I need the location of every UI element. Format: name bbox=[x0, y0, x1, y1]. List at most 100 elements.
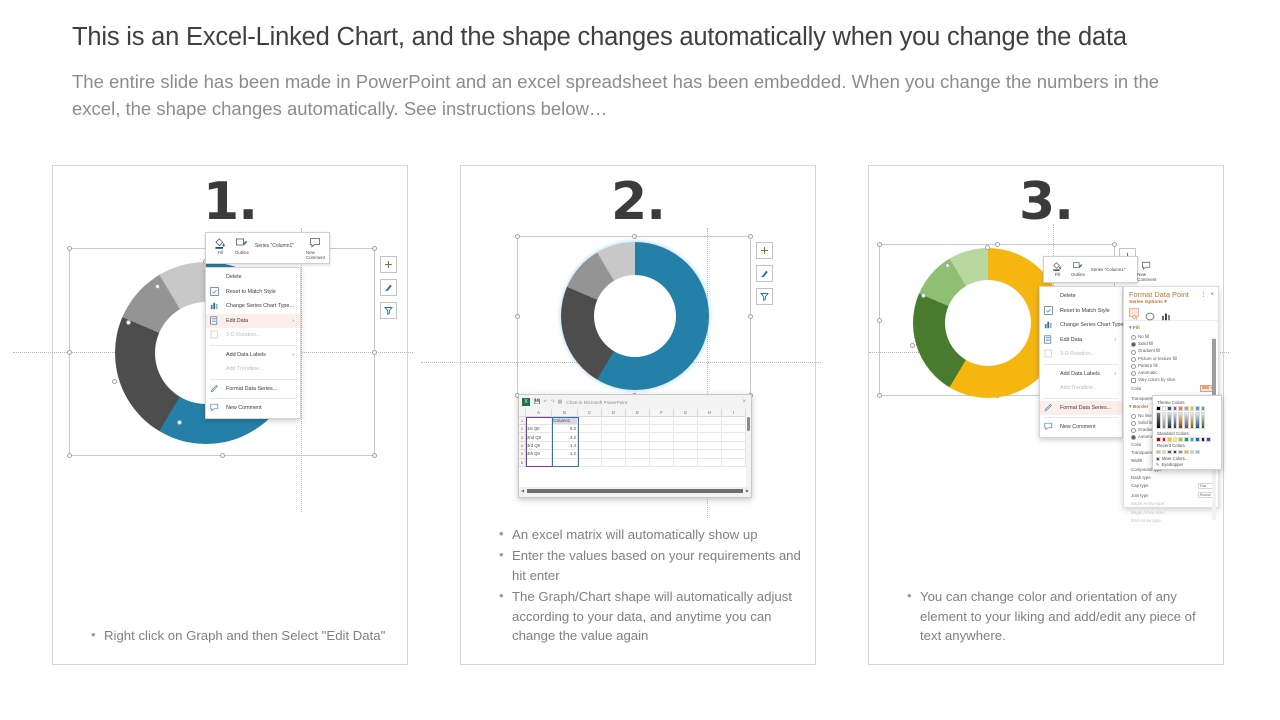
resize-handle-n[interactable] bbox=[995, 242, 1000, 247]
new-comment-tool[interactable]: New Comment bbox=[1133, 260, 1160, 283]
context-menu-3[interactable]: Delete Reset to Match Style Change Serie… bbox=[1039, 286, 1128, 438]
resize-handle-nw[interactable] bbox=[67, 246, 72, 251]
color-swatch[interactable] bbox=[1167, 406, 1172, 411]
datapoint-handle[interactable] bbox=[921, 293, 926, 298]
table-row[interactable]: 5 4th Qtr 1.2 bbox=[519, 450, 751, 459]
color-swatch[interactable] bbox=[1200, 406, 1206, 411]
scrollbar-thumb[interactable] bbox=[747, 417, 750, 431]
color-swatch[interactable] bbox=[1167, 437, 1172, 442]
menu-item-reset-to-match-style[interactable]: Reset to Match Style bbox=[1040, 304, 1122, 319]
scroll-right-icon[interactable]: ▶ bbox=[745, 488, 749, 493]
color-swatch[interactable] bbox=[1195, 437, 1200, 442]
resize-handle-sw[interactable] bbox=[877, 393, 882, 398]
option-solid-line[interactable]: Solid line bbox=[1129, 419, 1214, 427]
col-header-i[interactable]: I bbox=[722, 409, 746, 417]
option-pattern-fill[interactable]: Pattern fill bbox=[1129, 362, 1214, 370]
format-data-point-pane[interactable]: Format Data Point ⋮ × Series Options ▾ bbox=[1123, 286, 1222, 523]
menu-item-reset-to-match-style[interactable]: Reset to Match Style bbox=[206, 285, 300, 300]
option-gradient-line[interactable]: Gradient line bbox=[1129, 426, 1214, 434]
color-swatch[interactable] bbox=[1178, 406, 1183, 411]
chart-elements-button[interactable] bbox=[756, 242, 773, 259]
datapoint-handle[interactable] bbox=[177, 420, 182, 425]
col-header-e[interactable]: E bbox=[626, 409, 650, 417]
row-header[interactable]: 6 bbox=[519, 458, 526, 467]
table-row[interactable]: 3 2nd Qtr 3.2 bbox=[519, 433, 751, 442]
table-row[interactable]: 2 1st Qtr 8.2 bbox=[519, 424, 751, 434]
scrollbar-thumb[interactable] bbox=[1212, 339, 1216, 411]
color-swatch[interactable] bbox=[1156, 437, 1161, 442]
color-swatch[interactable] bbox=[1167, 412, 1172, 430]
border-width-field[interactable]: Width bbox=[1129, 457, 1214, 465]
color-swatch[interactable] bbox=[1172, 449, 1178, 455]
color-swatch[interactable] bbox=[1178, 437, 1183, 442]
color-swatch[interactable] bbox=[1195, 449, 1200, 455]
option-no-line[interactable]: No line bbox=[1129, 412, 1214, 420]
border-color-field[interactable]: Color bbox=[1129, 440, 1214, 448]
table-row[interactable]: 6 bbox=[519, 458, 751, 467]
theme-tints-row[interactable] bbox=[1156, 412, 1218, 430]
cell-b4[interactable]: 1.4 bbox=[552, 441, 578, 451]
series-selector[interactable]: Series "Column1" bbox=[254, 243, 295, 249]
col-header-d[interactable]: D bbox=[602, 409, 626, 417]
color-swatch[interactable] bbox=[1161, 437, 1167, 442]
row-header[interactable]: 1 bbox=[519, 416, 526, 425]
color-swatch[interactable] bbox=[1183, 406, 1189, 411]
color-swatch[interactable] bbox=[1156, 412, 1161, 430]
menu-item-format-data-series[interactable]: Format Data Series... bbox=[206, 382, 300, 397]
effects-tab[interactable] bbox=[1145, 308, 1155, 321]
mini-toolbar-1[interactable]: Fill Outline Series "Column1" bbox=[205, 232, 330, 264]
menu-item-delete[interactable]: Delete bbox=[1040, 289, 1122, 304]
cell-b6[interactable] bbox=[552, 458, 578, 467]
resize-handle-ne[interactable] bbox=[372, 246, 377, 251]
resize-handle-w[interactable] bbox=[877, 318, 882, 323]
chevron-down-icon[interactable]: ▾ bbox=[1164, 300, 1167, 305]
menu-item-new-comment[interactable]: New Comment bbox=[1040, 420, 1122, 435]
resize-handle-e[interactable] bbox=[748, 314, 753, 319]
option-vary-colors-by-slice[interactable]: Vary colors by slice bbox=[1129, 376, 1214, 384]
cell-b5[interactable]: 1.2 bbox=[552, 450, 578, 459]
donut-chart-2[interactable] bbox=[561, 242, 709, 390]
col-header-g[interactable]: G bbox=[674, 409, 698, 417]
color-swatch[interactable] bbox=[1189, 437, 1195, 442]
eyedropper-item[interactable]: ✎ Eyedropper bbox=[1156, 462, 1218, 467]
chart-elements-button[interactable] bbox=[380, 256, 397, 273]
resize-handle-s[interactable] bbox=[220, 453, 225, 458]
resize-handle-ne[interactable] bbox=[1112, 242, 1117, 247]
option-picture-or-texture-fill[interactable]: Picture or texture fill bbox=[1129, 355, 1214, 362]
color-swatch[interactable] bbox=[1200, 412, 1206, 430]
color-swatch[interactable] bbox=[1189, 412, 1195, 430]
menu-item-edit-data[interactable]: Edit Data › bbox=[206, 313, 300, 328]
close-icon[interactable]: × bbox=[742, 399, 746, 405]
save-icon[interactable]: 💾 bbox=[534, 399, 541, 405]
fill-section-header[interactable]: ▾ Fill bbox=[1129, 326, 1214, 331]
resize-handle-w[interactable] bbox=[67, 350, 72, 355]
menu-item-delete[interactable]: Delete bbox=[206, 270, 300, 285]
redo-icon[interactable]: ↷ bbox=[550, 399, 555, 405]
pane-subtitle[interactable]: Series Options ▾ bbox=[1124, 300, 1218, 307]
series-options-tab[interactable] bbox=[1161, 308, 1171, 321]
color-swatch[interactable] bbox=[1167, 449, 1172, 455]
theme-colors-row[interactable] bbox=[1156, 406, 1218, 411]
cell-a1[interactable] bbox=[526, 416, 552, 425]
excel-window[interactable]: X 💾 ↶ ↷ ▦ Chart in Microsoft PowerPoint … bbox=[518, 394, 752, 498]
menu-item-format-data-series[interactable]: Format Data Series... bbox=[1040, 400, 1122, 415]
cell-a2[interactable]: 1st Qtr bbox=[526, 424, 552, 434]
color-swatch[interactable] bbox=[1178, 412, 1183, 430]
recent-colors-row[interactable] bbox=[1156, 449, 1218, 455]
row-header[interactable]: 5 bbox=[519, 450, 526, 459]
edit-in-excel-icon[interactable]: ▦ bbox=[557, 399, 563, 405]
menu-item-add-data-labels[interactable]: Add Data Labels › bbox=[1040, 367, 1122, 382]
fill-color-field[interactable]: Color bbox=[1129, 383, 1214, 393]
corner-cell[interactable] bbox=[519, 409, 526, 417]
cell-b1[interactable]: Column1 bbox=[552, 416, 578, 425]
series-selector[interactable]: Series "Column1" bbox=[1090, 267, 1126, 272]
fill-line-tab[interactable] bbox=[1129, 308, 1139, 320]
pane-options-icon[interactable]: ⋮ bbox=[1200, 292, 1207, 298]
resize-handle-e[interactable] bbox=[372, 350, 377, 355]
border-cap-type-field[interactable]: Cap type Flat bbox=[1129, 481, 1214, 490]
standard-colors-row[interactable] bbox=[1156, 437, 1218, 442]
outline-tool[interactable]: Outline bbox=[1067, 260, 1089, 278]
color-swatch[interactable] bbox=[1189, 449, 1195, 455]
color-swatch[interactable] bbox=[1206, 437, 1211, 442]
cell-a3[interactable]: 2nd Qtr bbox=[526, 433, 552, 442]
